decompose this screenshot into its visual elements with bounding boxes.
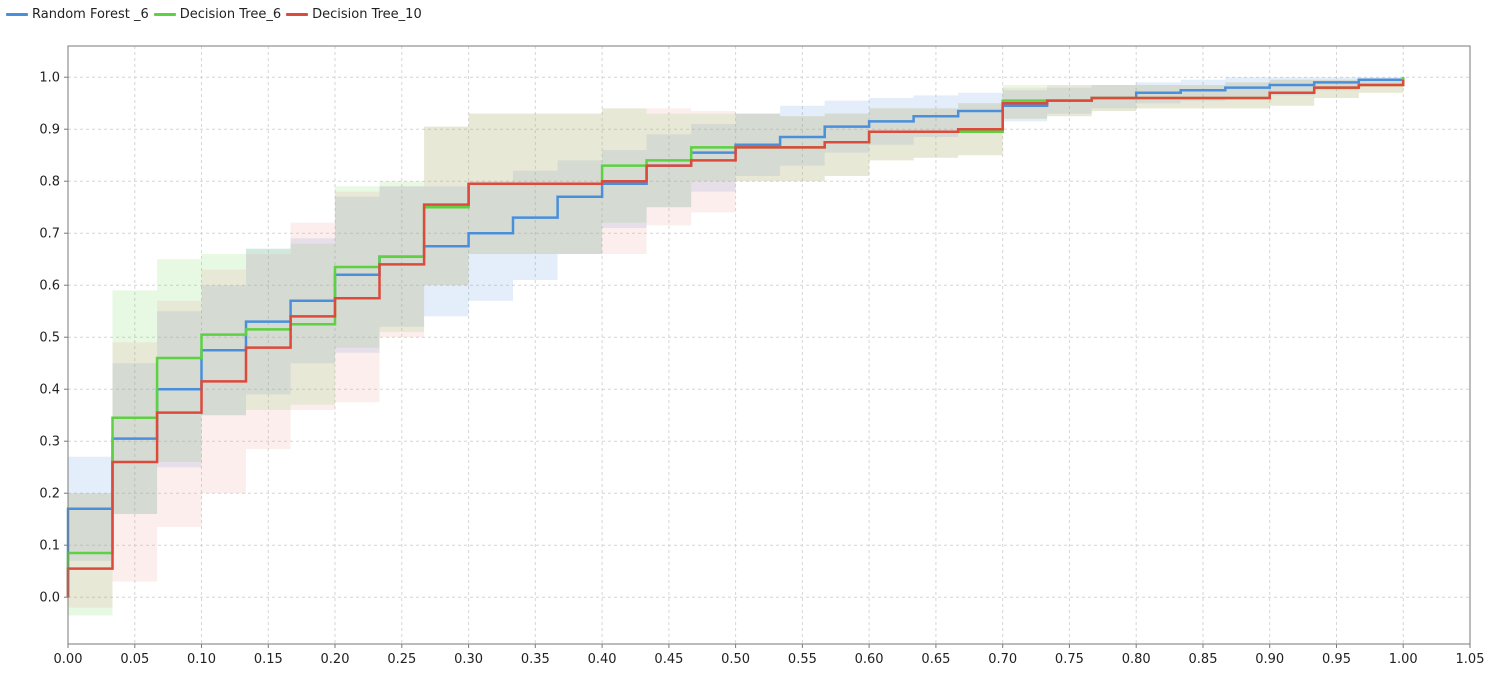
x-tick-label: 0.15 — [254, 652, 283, 667]
y-tick-label: 0.1 — [39, 539, 60, 554]
confidence-band-0 — [68, 77, 1404, 561]
grid — [67, 46, 1471, 644]
x-tick-label: 0.80 — [1122, 652, 1151, 667]
x-tick-label: 0.20 — [321, 652, 350, 667]
legend-swatch — [153, 12, 176, 16]
y-tick-label: 0.6 — [39, 279, 60, 294]
x-tick-label: 0.45 — [654, 652, 683, 667]
y-tick-label: 0.5 — [39, 331, 60, 346]
legend-item: Random Forest _6 — [6, 7, 149, 22]
series-line-2 — [66, 79, 1405, 598]
x-tick-label: 0.90 — [1255, 652, 1284, 667]
legend-swatch — [286, 12, 309, 16]
x-tick-label: 0.00 — [54, 652, 83, 667]
x-tick-label: 1.05 — [1456, 652, 1485, 667]
x-tick-label: 0.10 — [187, 652, 216, 667]
confidence-band-2 — [68, 79, 1404, 608]
y-tick-label: 0.7 — [39, 227, 60, 242]
chart-legend: Random Forest _6 Decision Tree_6 Decision … — [6, 5, 427, 23]
x-tick-label: 0.70 — [988, 652, 1017, 667]
legend-item: Decision Tree_6 — [153, 6, 282, 22]
legend-label: Decision Tree_10 — [312, 6, 422, 22]
y-tick-label: 0.9 — [39, 123, 60, 138]
x-tick-label: 0.40 — [588, 652, 617, 667]
x-tick-label: 1.00 — [1389, 652, 1418, 667]
y-tick-label: 0.8 — [39, 175, 60, 190]
x-tick-label: 0.35 — [521, 652, 550, 667]
legend-label: Decision Tree_6 — [179, 6, 282, 22]
plot-frame — [67, 45, 1471, 645]
x-tick-label: 0.25 — [387, 652, 416, 667]
confidence-band-1 — [68, 79, 1404, 616]
x-tick-label: 0.85 — [1189, 652, 1218, 667]
legend-swatch — [6, 12, 28, 16]
y-tick-label: 0.3 — [39, 435, 60, 450]
x-tick-label: 0.75 — [1055, 652, 1084, 667]
y-tick-label: 0.0 — [39, 591, 60, 606]
axes: 0.00 0.05 0.10 0.15 0.20 0.25 0.30 0.35 0.40 0.45… — [39, 71, 1484, 667]
x-tick-label: 0.30 — [454, 652, 483, 667]
legend-label: Random Forest _6 — [32, 6, 149, 22]
y-tick-label: 0.2 — [39, 487, 60, 502]
x-tick-label: 0.65 — [921, 652, 950, 667]
legend-item: Decision Tree_10 — [286, 7, 422, 22]
y-tick-label: 0.4 — [39, 383, 60, 398]
x-tick-label: 0.95 — [1322, 652, 1351, 667]
x-tick-label: 0.50 — [721, 652, 750, 667]
x-tick-label: 0.05 — [120, 652, 149, 667]
x-tick-label: 0.60 — [855, 652, 884, 667]
y-tick-label: 1.0 — [39, 71, 60, 86]
x-tick-label: 0.55 — [788, 652, 817, 667]
